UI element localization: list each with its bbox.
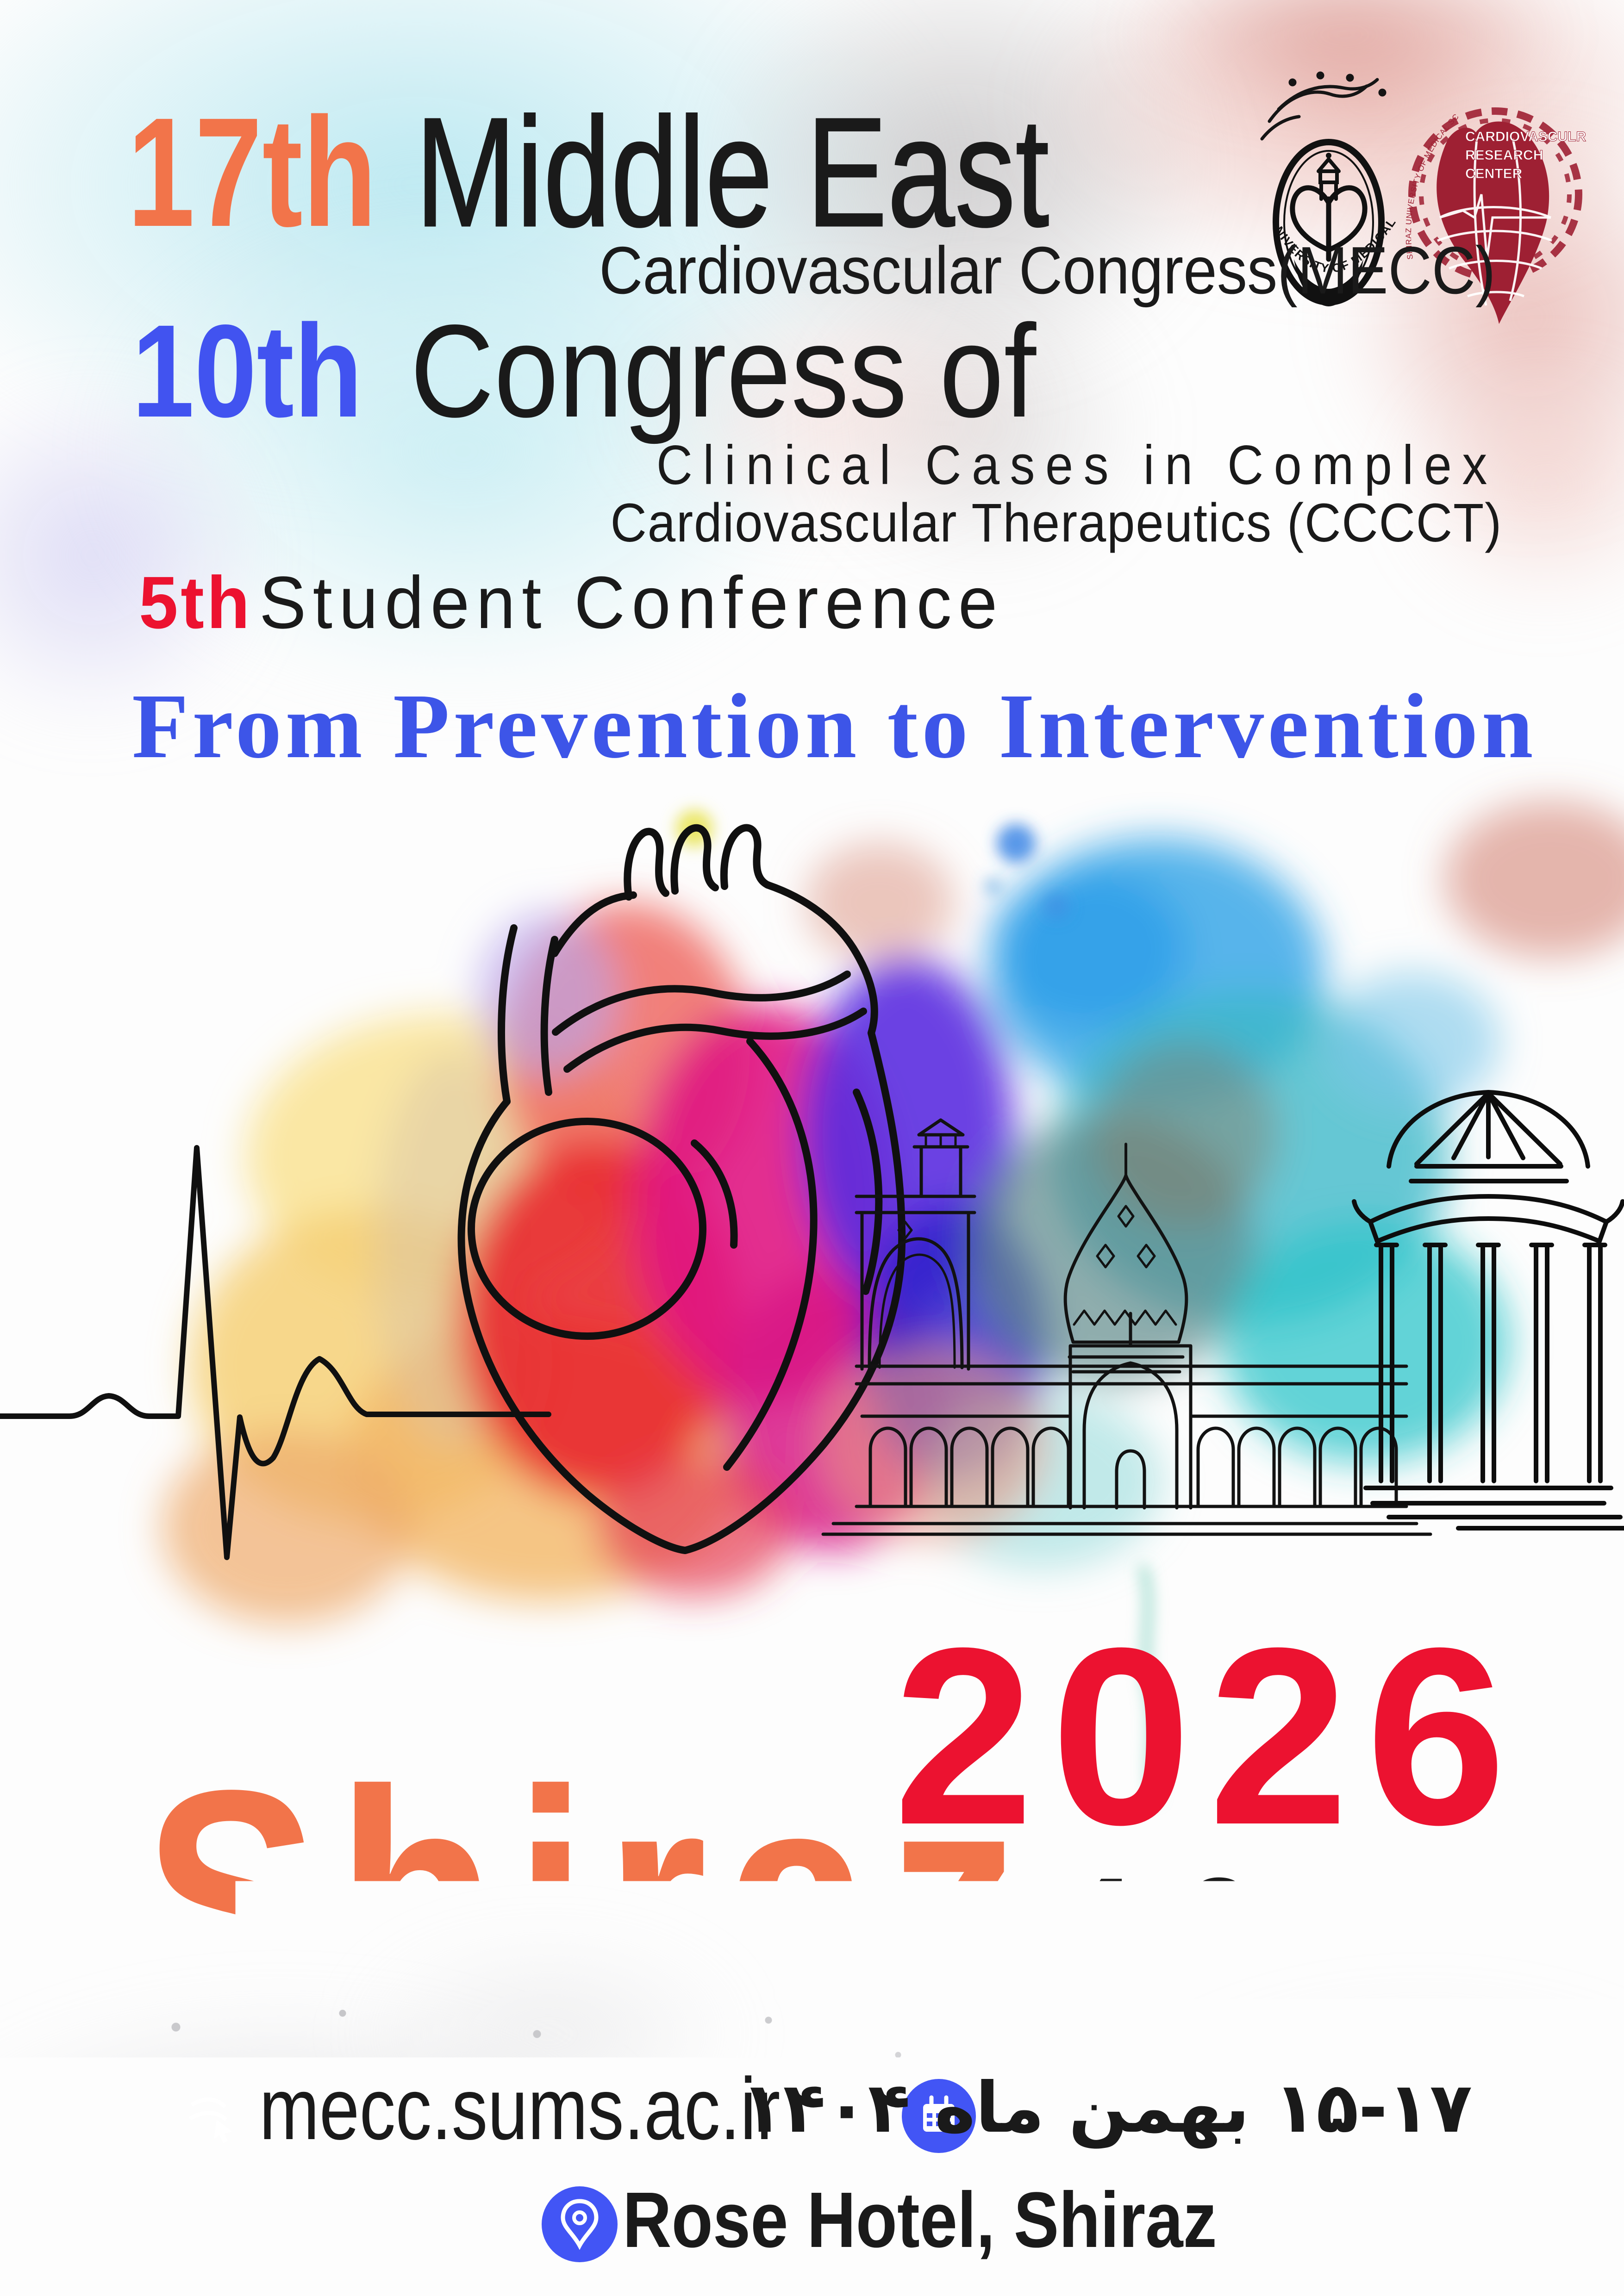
venue: Rose Hotel, Shiraz	[623, 2181, 1314, 2259]
event2-ordinal: 10th	[132, 305, 403, 437]
calligraphy-decoration	[1262, 73, 1385, 139]
crc-label-line1: CARDIOVASCULR	[1465, 129, 1586, 144]
globe-icon	[174, 2079, 248, 2153]
event2-detail-line2: Cardiovascular Therapeutics (CCCCT)	[533, 496, 1502, 550]
month: February	[1060, 1965, 1397, 2044]
event1-subtitle: Cardiovascular Congress(MECC)	[500, 237, 1495, 304]
event1-ordinal: 17th	[127, 95, 447, 250]
crc-label-line2: RESEARCH	[1465, 148, 1543, 163]
event1-title: Middle East	[415, 95, 1228, 250]
conference-poster: SHIRAZ UNIVERSITY OF MEDICAL SCIENCES CA…	[0, 0, 1624, 2296]
event3-title: Student Conference	[259, 566, 1043, 640]
event2-detail-line1: Clinical Cases in Complex	[563, 437, 1498, 493]
crc-label-line3: CENTER	[1465, 166, 1523, 181]
event3-ordinal: 5th	[139, 566, 258, 640]
tagline: From Prevention to Intervention	[132, 680, 1537, 773]
date-persian: ۱۵-۱۷ بهمن ماه ۱۴۰۴	[741, 2073, 1472, 2143]
location-pin-icon	[542, 2186, 618, 2262]
blue-bar-left	[0, 2107, 137, 2131]
event2-title: Congress of	[410, 305, 1122, 437]
blue-bar-right	[1476, 2107, 1624, 2131]
city-name: Shiraz	[144, 1745, 1183, 2050]
